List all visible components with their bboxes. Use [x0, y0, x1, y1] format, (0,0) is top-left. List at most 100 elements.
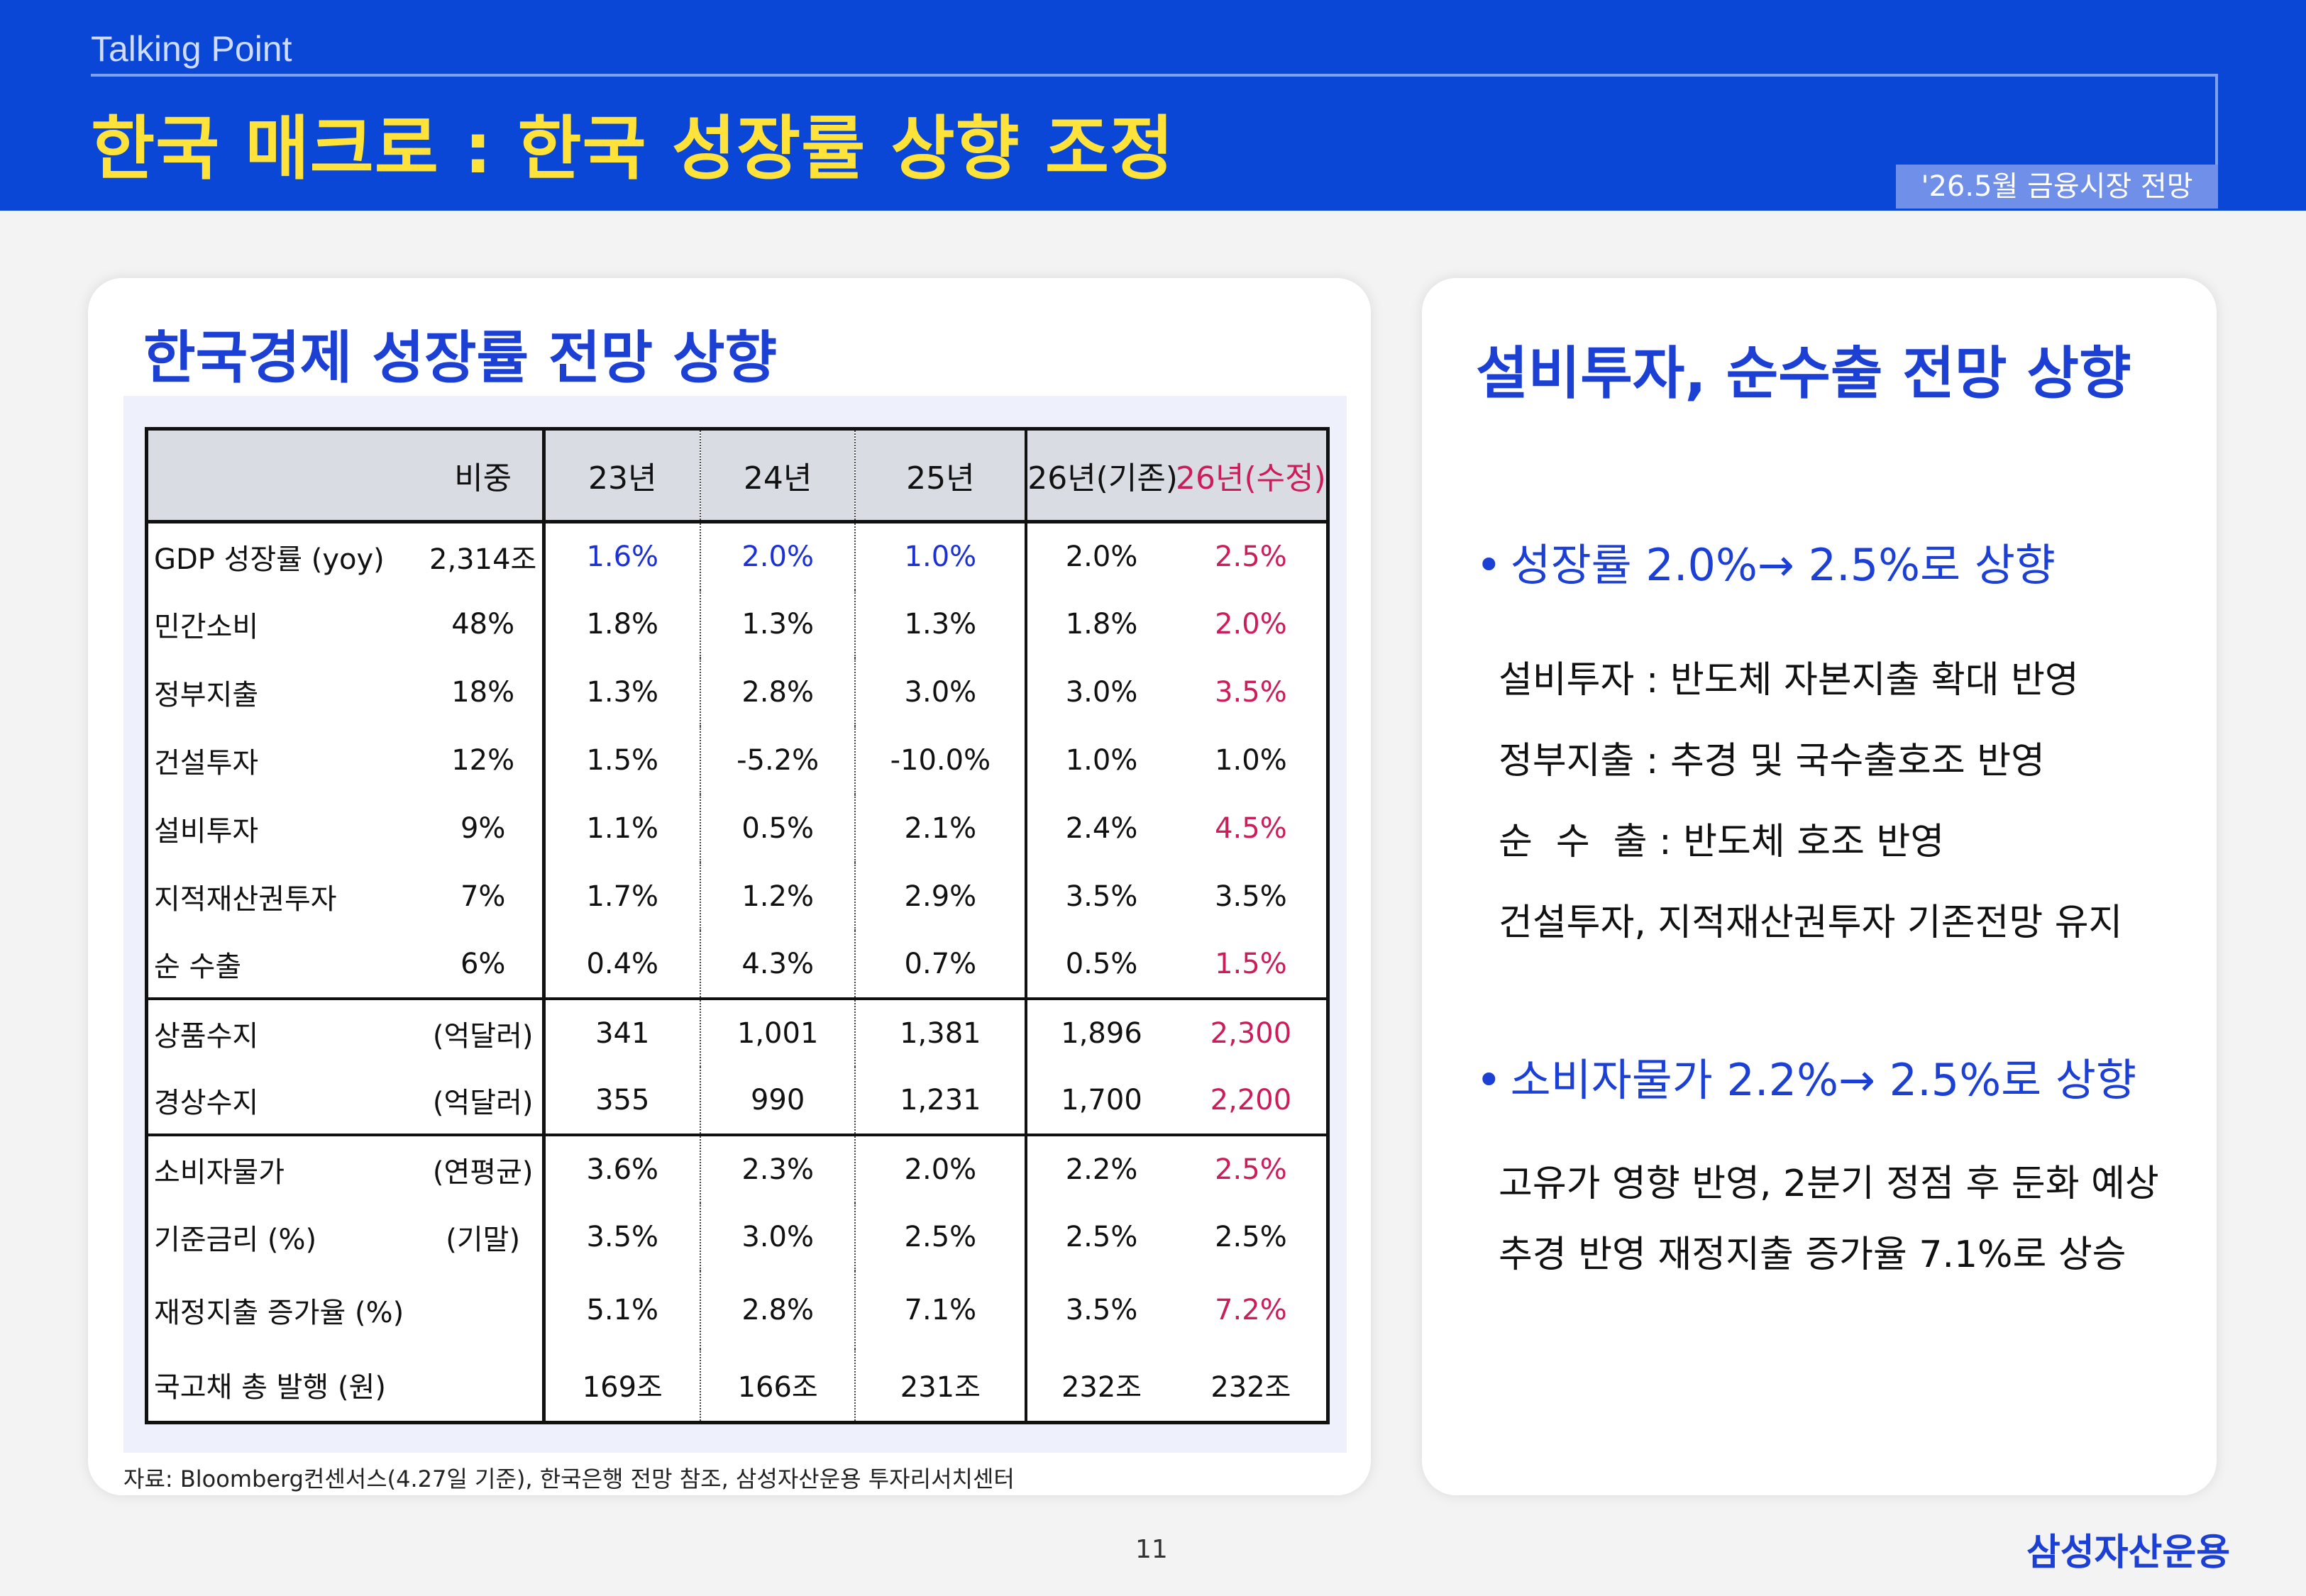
header-cell-26-revised: 26년(수정)	[1175, 428, 1328, 523]
value-cell: 169조	[544, 1348, 701, 1423]
row-label: 순 수출	[146, 930, 424, 1000]
value-cell: 3.5%	[544, 1202, 701, 1271]
table-row: 건설투자 12% 1.5% -5.2% -10.0% 1.0% 1.0%	[147, 726, 1328, 794]
page-title: 한국 매크로 : 한국 성장률 상향 조정	[91, 109, 1175, 189]
value-cell: 1.5%	[544, 726, 701, 794]
right-panel-heading: 설비투자, 순수출 전망 상향	[1476, 340, 2131, 406]
table-row: 설비투자 9% 1.1% 0.5% 2.1% 2.4% 4.5%	[147, 794, 1328, 863]
table-row: 국고채 총 발행 (원) 169조 166조 231조 232조 232조	[147, 1348, 1328, 1423]
value-cell: 1.3%	[855, 589, 1028, 658]
value-cell-revised: 1.5%	[1175, 930, 1328, 1000]
value-cell-revised: 3.5%	[1215, 880, 1287, 913]
weight-cell: 7%	[424, 862, 546, 931]
value-cell: 990	[700, 1066, 856, 1136]
bullet-cpi-item: 추경 반영 재정지출 증가율 7.1%로 상승	[1499, 1234, 2126, 1276]
value-cell: 1,381	[855, 998, 1028, 1067]
value-cell: 1.3%	[544, 658, 701, 726]
row-label: 국고채 총 발행 (원)	[154, 1371, 386, 1404]
weight-cell: 6%	[424, 930, 546, 1000]
weight-cell: 12%	[424, 726, 546, 794]
value-cell: 1.8%	[1065, 607, 1138, 641]
value-cell: 2.1%	[855, 794, 1028, 863]
value-cell: 1.0%	[1065, 743, 1138, 777]
value-cell: 1,001	[700, 998, 856, 1067]
bullet-growth-item: 건설투자, 지적재산권투자 기존전망 유지	[1499, 902, 2123, 944]
bullet-growth-item: 정부지출 : 추경 및 국수출호조 반영	[1499, 740, 2045, 782]
value-cell-revised: 2.0%	[1215, 607, 1287, 641]
value-cell: 1.6%	[544, 521, 701, 590]
value-cell: 1.0%	[855, 521, 1028, 590]
header-cell-weight: 비중	[424, 428, 546, 523]
value-cell: 2.5%	[1065, 1220, 1138, 1253]
header-cell-25: 25년	[855, 428, 1028, 523]
row-label: 기준금리 (%)	[154, 1223, 317, 1256]
row-label: 지적재산권투자	[154, 882, 337, 916]
value-cell-revised: 1.0%	[1215, 743, 1287, 777]
value-cell: 231조	[855, 1348, 1028, 1423]
value-cell-revised: 2.5%	[1215, 540, 1287, 573]
weight-cell: (억달러)	[424, 1066, 546, 1136]
weight-cell: (기말)	[424, 1202, 546, 1271]
value-cell: 2.8%	[700, 658, 856, 726]
table-row: 지적재산권투자 7% 1.7% 1.2% 2.9% 3.5% 3.5%	[147, 862, 1328, 931]
header-cell-26-base: 26년(기존)	[1026, 428, 1176, 523]
bullet-growth: • 성장률 2.0%→ 2.5%로 상향	[1476, 529, 2056, 593]
table-row: 소비자물가 (연평균) 3.6% 2.3% 2.0% 2.2% 2.5%	[147, 1134, 1328, 1203]
value-cell: 1.2%	[700, 862, 856, 931]
value-cell: 2.8%	[700, 1270, 856, 1349]
row-label: 민간소비	[154, 610, 259, 643]
row-label: GDP 성장률 (yoy)	[154, 543, 385, 576]
value-cell: 1.3%	[700, 589, 856, 658]
table-row: 정부지출 18% 1.3% 2.8% 3.0% 3.0% 3.5%	[147, 658, 1328, 726]
row-label: 정부지출	[154, 678, 259, 711]
row-label: 재정지출 증가율 (%)	[154, 1296, 404, 1329]
value-cell: 1.7%	[544, 862, 701, 931]
left-panel-heading: 한국경제 성장률 전망 상향	[143, 325, 778, 391]
value-cell: 0.7%	[855, 930, 1028, 1000]
value-cell: 355	[544, 1066, 701, 1136]
value-cell-revised: 2.5%	[1215, 1220, 1287, 1253]
bullet-growth-text: 성장률 2.0%→ 2.5%로 상향	[1510, 539, 2056, 591]
weight-cell: 48%	[424, 589, 546, 658]
value-cell: 3.5%	[1065, 1293, 1138, 1326]
value-cell: 2.9%	[855, 862, 1028, 931]
bullet-growth-item: 설비투자 : 반도체 자본지출 확대 반영	[1499, 659, 2079, 702]
value-cell: 2.4%	[1065, 811, 1138, 845]
value-cell: 1.8%	[544, 589, 701, 658]
table-row: GDP 성장률 (yoy) 2,314조 1.6% 2.0% 1.0% 2.0%…	[147, 521, 1328, 590]
bullet-growth-item: 순 수 출 : 반도체 호조 반영	[1499, 821, 1945, 863]
value-cell: 166조	[700, 1348, 856, 1423]
row-label: 소비자물가	[154, 1156, 285, 1189]
page-number: 11	[1135, 1535, 1168, 1564]
source-note: 자료: Bloomberg컨센서스(4.27일 기준), 한국은행 전망 참조,…	[123, 1465, 1015, 1492]
bullet-cpi: • 소비자물가 2.2%→ 2.5%로 상향	[1476, 1044, 2136, 1108]
header-cell-23: 23년	[544, 428, 701, 523]
forecast-table: 비중 23년 24년 25년 26년(기존) 26년(수정) GDP 성장률 (…	[145, 427, 1330, 1424]
value-cell-revised: 7.2%	[1215, 1293, 1287, 1326]
value-cell: 3.0%	[700, 1202, 856, 1271]
weight-cell: 2,314조	[424, 521, 546, 590]
section-label: Talking Point	[91, 29, 292, 69]
value-cell: 1,231	[855, 1066, 1028, 1136]
value-cell-revised: 2,300	[1210, 1016, 1292, 1050]
weight-cell	[424, 1270, 546, 1349]
value-cell: 2.2%	[1065, 1153, 1138, 1186]
value-cell: 5.1%	[544, 1270, 701, 1349]
row-label: 경상수지	[146, 1066, 424, 1136]
value-cell: 4.3%	[700, 930, 856, 1000]
weight-cell	[424, 1348, 546, 1423]
header-divider-vertical	[2215, 74, 2218, 167]
header-divider	[91, 74, 2218, 77]
value-cell-revised: 4.5%	[1215, 811, 1287, 845]
value-cell-revised: 2,200	[1175, 1066, 1328, 1136]
bullet-dot-icon: •	[1476, 1054, 1502, 1106]
row-label: 건설투자	[154, 746, 259, 780]
header-cell-item	[146, 428, 424, 523]
value-cell: 2.0%	[700, 521, 856, 590]
bullet-dot-icon: •	[1476, 539, 1502, 591]
value-cell: 0.5%	[1026, 930, 1176, 1000]
date-badge: '26.5월 금융시장 전망	[1896, 165, 2218, 209]
bullet-cpi-text: 소비자물가 2.2%→ 2.5%로 상향	[1510, 1054, 2136, 1106]
value-cell: 3.0%	[1065, 675, 1138, 709]
value-cell: 2.3%	[700, 1134, 856, 1203]
